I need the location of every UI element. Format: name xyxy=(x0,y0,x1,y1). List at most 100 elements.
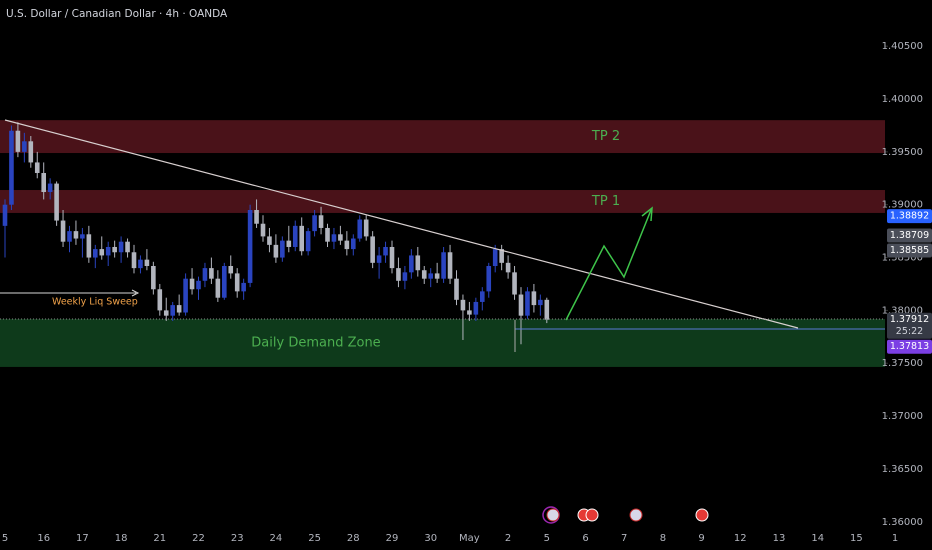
candle-body xyxy=(396,268,401,281)
candle-body xyxy=(512,272,517,295)
y-tick-label: 1.38000 xyxy=(882,305,923,316)
x-tick-label: 25 xyxy=(308,533,321,544)
zone-label: Daily Demand Zone xyxy=(251,335,380,350)
candle-body xyxy=(480,291,485,302)
y-tick-label: 1.37500 xyxy=(882,358,923,369)
x-tick-label: 24 xyxy=(270,533,283,544)
x-tick-label: 14 xyxy=(811,533,824,544)
y-tick-label: 1.36500 xyxy=(882,464,923,475)
candle-body xyxy=(267,236,272,245)
candle-body xyxy=(176,305,182,313)
candle-body xyxy=(421,270,427,279)
candle-body xyxy=(73,231,79,239)
candle-body xyxy=(60,220,66,242)
x-tick-label: 15 xyxy=(850,533,863,544)
candle-body xyxy=(112,246,117,253)
candle-body xyxy=(441,252,446,279)
candle-body xyxy=(99,249,105,256)
candle-body xyxy=(409,255,414,273)
candle-body xyxy=(222,266,227,298)
candle-body xyxy=(151,266,156,290)
candle-body xyxy=(86,234,92,258)
x-tick-label: 29 xyxy=(386,533,399,544)
candle-body xyxy=(531,291,537,306)
candle-body xyxy=(144,259,150,267)
x-tick-label: 22 xyxy=(192,533,205,544)
candle-body xyxy=(196,280,201,290)
candle-body xyxy=(118,241,124,253)
candle-body xyxy=(325,227,330,242)
zone xyxy=(0,190,885,213)
price-tag xyxy=(887,339,932,354)
candle-body xyxy=(299,225,304,252)
candle-body xyxy=(47,183,53,193)
y-tick-label: 1.38500 xyxy=(882,253,923,264)
candle-body xyxy=(209,268,214,279)
price-axis: 1.36000 1.36500 1.37000 1.37500 1.38000 1.385… xyxy=(2,41,923,544)
price-tag-label: 1.37912 xyxy=(890,314,929,325)
y-tick-label: 1.40000 xyxy=(882,94,923,105)
candle-body xyxy=(202,268,208,281)
candle-body xyxy=(518,294,524,316)
candle-body xyxy=(357,219,363,239)
candle-body xyxy=(538,299,543,306)
price-tag-label: 1.37813 xyxy=(890,341,929,352)
candle-body xyxy=(338,234,343,241)
x-tick-label: 1 xyxy=(892,533,898,544)
candle-body xyxy=(241,282,246,292)
candle-body xyxy=(157,289,163,311)
candle-body xyxy=(228,266,234,274)
zone-label: TP 1 xyxy=(591,194,620,209)
candle-body xyxy=(28,141,34,163)
y-tick-label: 1.39500 xyxy=(882,147,923,158)
candle-body xyxy=(215,278,221,298)
price-tag-label: 1.38892 xyxy=(890,211,929,222)
candle-body xyxy=(170,305,175,316)
us-event xyxy=(546,508,560,522)
candle-body xyxy=(280,240,285,258)
candle-body xyxy=(434,273,440,279)
candle-body xyxy=(9,130,14,205)
candle-body xyxy=(247,209,253,283)
candle-body xyxy=(344,240,350,250)
candle-body xyxy=(131,252,137,269)
candle-body xyxy=(312,215,317,232)
candle-body xyxy=(286,240,292,247)
trendline xyxy=(4,119,799,329)
candle-body xyxy=(273,244,279,258)
x-tick-label: 8 xyxy=(660,533,666,544)
candles xyxy=(2,122,550,345)
x-tick-label: 2 xyxy=(505,533,511,544)
y-tick-label: 1.39000 xyxy=(882,200,923,211)
price-tag xyxy=(887,209,932,224)
candle-body xyxy=(138,259,143,269)
sweep-arrow-head xyxy=(131,289,140,297)
candle-body xyxy=(54,183,59,221)
candle-body xyxy=(454,278,459,300)
candle-body xyxy=(389,246,395,269)
candle-body xyxy=(305,231,311,252)
candle-body xyxy=(67,231,72,242)
candle-body xyxy=(505,262,511,273)
candle-body xyxy=(234,273,240,292)
candle-body xyxy=(351,238,356,250)
x-tick-label: 16 xyxy=(37,533,50,544)
x-tick-label: 9 xyxy=(698,533,704,544)
candle-body xyxy=(525,291,530,316)
y-tick-label: 1.40500 xyxy=(882,41,923,52)
x-tick-label: 6 xyxy=(582,533,588,544)
candle-body xyxy=(331,234,337,242)
candle-body xyxy=(292,225,298,247)
candle-body xyxy=(544,299,550,320)
ca-event xyxy=(585,508,599,522)
price-tag xyxy=(887,243,932,258)
x-tick-label: 5 xyxy=(544,533,550,544)
x-tick-label: May xyxy=(459,533,480,544)
zone xyxy=(0,318,885,367)
price-tag xyxy=(887,228,932,243)
candle-body xyxy=(15,130,21,152)
y-tick-label: 1.36000 xyxy=(882,517,923,528)
candle-body xyxy=(383,246,388,256)
